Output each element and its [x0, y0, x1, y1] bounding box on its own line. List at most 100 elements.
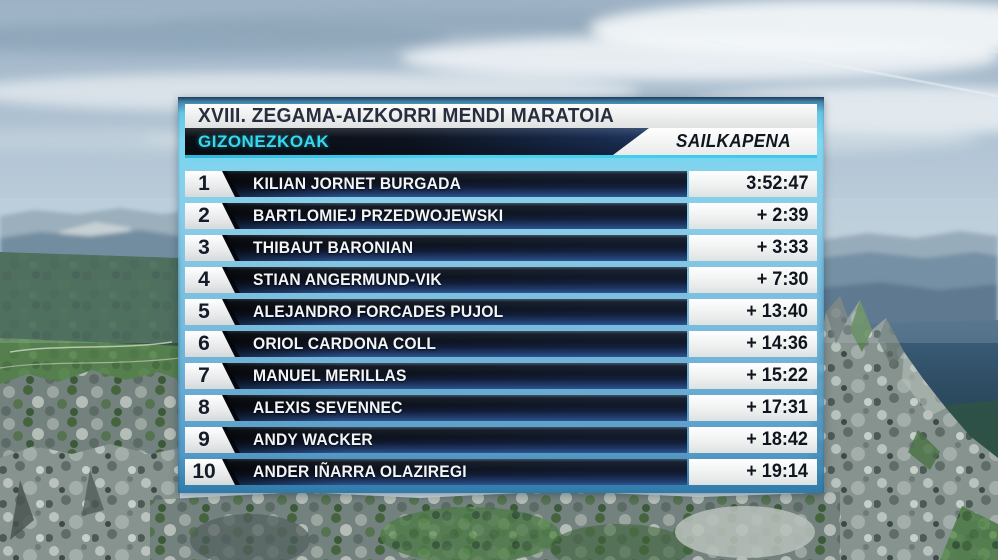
rank-box: 1 — [185, 171, 235, 197]
rank-cell: 1 — [185, 171, 235, 197]
rank-cell: 2 — [185, 203, 235, 229]
rank-value: 10 — [192, 460, 216, 483]
rank-cell: 5 — [185, 299, 235, 325]
rank-cell: 9 — [185, 427, 235, 453]
massif-shadow-facet-2 — [878, 318, 904, 368]
classification-wedge: SAILKAPENA — [613, 128, 817, 155]
bottom-green-patch — [380, 507, 560, 560]
time-cell: + 18:42 — [689, 427, 817, 453]
time-cell: + 15:22 — [689, 363, 817, 389]
standings-row: 4 STIAN ANGERMUND-VIK + 7:30 — [185, 267, 817, 293]
forest-left-texture — [0, 252, 180, 348]
runner-name: ANDER IÑARRA OLAZIREGI — [253, 462, 467, 481]
rank-cell: 10 — [185, 459, 235, 485]
time-cell: 3:52:47 — [689, 171, 817, 197]
time-value: + 14:36 — [746, 333, 808, 354]
standings-row: 2 BARTLOMIEJ PRZEDWOJEWSKI + 2:39 — [185, 203, 817, 229]
standings-rows: 1 KILIAN JORNET BURGADA 3:52:47 2 BARTLOMIEJ… — [185, 171, 817, 485]
massif-lit-face — [902, 352, 946, 416]
race-title-bar: XVIII. ZEGAMA-AIZKORRI MENDI MARATOIA — [185, 104, 817, 128]
category-label: GIZONEZKOAK — [198, 131, 330, 151]
rank-value: 5 — [198, 300, 210, 323]
rank-box: 2 — [185, 203, 235, 229]
rank-value: 2 — [198, 204, 210, 227]
bottom-green-patch-2 — [550, 524, 690, 560]
time-cell: + 2:39 — [689, 203, 817, 229]
rank-cell: 3 — [185, 235, 235, 261]
runner-name: ALEXIS SEVENNEC — [253, 398, 403, 417]
runner-name-cell: ALEJANDRO FORCADES PUJOL — [222, 299, 687, 325]
runner-name-cell: ANDER IÑARRA OLAZIREGI — [222, 459, 687, 485]
rank-box: 3 — [185, 235, 235, 261]
time-cell: + 7:30 — [689, 267, 817, 293]
category-bar: GIZONEZKOAK SAILKAPENA — [185, 128, 817, 155]
time-value: + 13:40 — [746, 301, 808, 322]
time-value: + 17:31 — [746, 397, 808, 418]
rank-cell: 6 — [185, 331, 235, 357]
standings-row: 1 KILIAN JORNET BURGADA 3:52:47 — [185, 171, 817, 197]
rank-value: 7 — [198, 364, 210, 387]
time-cell: + 3:33 — [689, 235, 817, 261]
bottom-bright-rock — [675, 506, 815, 558]
trail-path-2 — [0, 357, 181, 369]
time-cell: + 14:36 — [689, 331, 817, 357]
time-value: + 2:39 — [756, 205, 808, 226]
rank-box: 9 — [185, 427, 235, 453]
contrails — [639, 9, 998, 98]
rank-cell: 4 — [185, 267, 235, 293]
rocky-massif-right — [806, 296, 998, 560]
rank-value: 9 — [198, 428, 210, 451]
massif-green-patch — [850, 300, 872, 352]
rank-box: 7 — [185, 363, 235, 389]
rank-box: 5 — [185, 299, 235, 325]
rank-value: 3 — [198, 236, 210, 259]
classification-label: SAILKAPENA — [676, 131, 791, 151]
rank-box: 8 — [185, 395, 235, 421]
time-value: + 7:30 — [756, 269, 808, 290]
rank-value: 4 — [198, 268, 210, 291]
runner-name: ORIOL CARDONA COLL — [253, 334, 437, 353]
standings-row: 7 MANUEL MERILLAS + 15:22 — [185, 363, 817, 389]
time-value: + 18:42 — [746, 429, 808, 450]
standings-row: 3 THIBAUT BARONIAN + 3:33 — [185, 235, 817, 261]
rank-box: 6 — [185, 331, 235, 357]
massif-green-patch-2 — [908, 430, 940, 470]
leaderboard-panel: XVIII. ZEGAMA-AIZKORRI MENDI MARATOIA GI… — [178, 97, 824, 493]
time-value: + 3:33 — [756, 237, 808, 258]
time-cell: + 17:31 — [689, 395, 817, 421]
rank-box: 10 — [185, 459, 235, 485]
rank-value: 1 — [198, 172, 210, 195]
time-value: 3:52:47 — [745, 173, 808, 194]
standings-row: 5 ALEJANDRO FORCADES PUJOL + 13:40 — [185, 299, 817, 325]
runner-name-cell: MANUEL MERILLAS — [222, 363, 687, 389]
runner-name-cell: KILIAN JORNET BURGADA — [222, 171, 687, 197]
time-value: + 19:14 — [746, 461, 808, 482]
rank-value: 8 — [198, 396, 210, 419]
rocky-scrub-left — [0, 370, 180, 460]
rank-cell: 8 — [185, 395, 235, 421]
accent-divider — [185, 155, 817, 158]
runner-name: MANUEL MERILLAS — [253, 366, 407, 385]
rank-value: 6 — [198, 332, 210, 355]
runner-name-cell: ORIOL CARDONA COLL — [222, 331, 687, 357]
rank-box: 4 — [185, 267, 235, 293]
runner-name: ALEJANDRO FORCADES PUJOL — [253, 302, 504, 321]
rock-crevice-2 — [82, 470, 104, 516]
massif-shadow-facet — [826, 296, 848, 344]
runner-name: ANDY WACKER — [253, 430, 373, 449]
massif-green-base — [940, 506, 998, 560]
time-value: + 15:22 — [746, 365, 808, 386]
runner-name-cell: ANDY WACKER — [222, 427, 687, 453]
standings-row: 8 ALEXIS SEVENNEC + 17:31 — [185, 395, 817, 421]
runner-name-cell: THIBAUT BARONIAN — [222, 235, 687, 261]
race-title: XVIII. ZEGAMA-AIZKORRI MENDI MARATOIA — [198, 104, 614, 127]
standings-row: 10 ANDER IÑARRA OLAZIREGI + 19:14 — [185, 459, 817, 485]
runner-name: THIBAUT BARONIAN — [253, 238, 414, 257]
time-cell: + 19:14 — [689, 459, 817, 485]
standings-row: 6 ORIOL CARDONA COLL + 14:36 — [185, 331, 817, 357]
runner-name: STIAN ANGERMUND-VIK — [253, 270, 442, 289]
rock-crevice — [10, 480, 34, 540]
standings-row: 9 ANDY WACKER + 18:42 — [185, 427, 817, 453]
runner-name-cell: STIAN ANGERMUND-VIK — [222, 267, 687, 293]
